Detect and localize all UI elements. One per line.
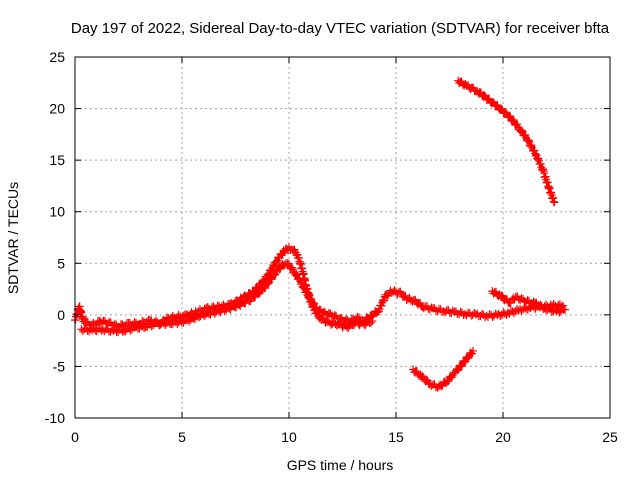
- series-arc-late: [488, 287, 570, 317]
- y-tick-label: -10: [45, 410, 65, 426]
- data-marker-path: [454, 76, 559, 207]
- x-tick-label: 25: [602, 429, 618, 445]
- y-tick-label: 15: [49, 152, 65, 168]
- axis-ticks: [74, 56, 611, 419]
- series-arc-main-lower: [77, 259, 377, 337]
- data-marker-path: [488, 287, 570, 317]
- data-points: [71, 76, 570, 392]
- tick-labels: 0 5 10 15 20 25 -10 -5 0 5 10 15 20 25: [45, 49, 618, 445]
- x-tick-label: 10: [281, 429, 297, 445]
- x-tick-label: 15: [388, 429, 404, 445]
- y-axis-label: SDTVAR / TECUs: [5, 182, 21, 294]
- y-tick-label: 0: [57, 307, 65, 323]
- series-arc-high: [454, 76, 559, 207]
- y-tick-label: 10: [49, 204, 65, 220]
- y-tick-label: 20: [49, 101, 65, 117]
- x-tick-label: 5: [178, 429, 186, 445]
- y-tick-label: -5: [53, 358, 66, 374]
- y-tick-label: 25: [49, 49, 65, 65]
- y-tick-label: 5: [57, 255, 65, 271]
- x-tick-label: 0: [71, 429, 79, 445]
- plot-frame: [74, 56, 611, 419]
- series-arc-dip: [409, 346, 478, 392]
- grid: [75, 57, 610, 418]
- data-marker-path: [409, 346, 478, 392]
- data-marker-path: [77, 259, 377, 337]
- x-tick-label: 20: [495, 429, 511, 445]
- x-axis-label: GPS time / hours: [287, 457, 394, 473]
- chart-title: Day 197 of 2022, Sidereal Day-to-day VTE…: [71, 20, 610, 37]
